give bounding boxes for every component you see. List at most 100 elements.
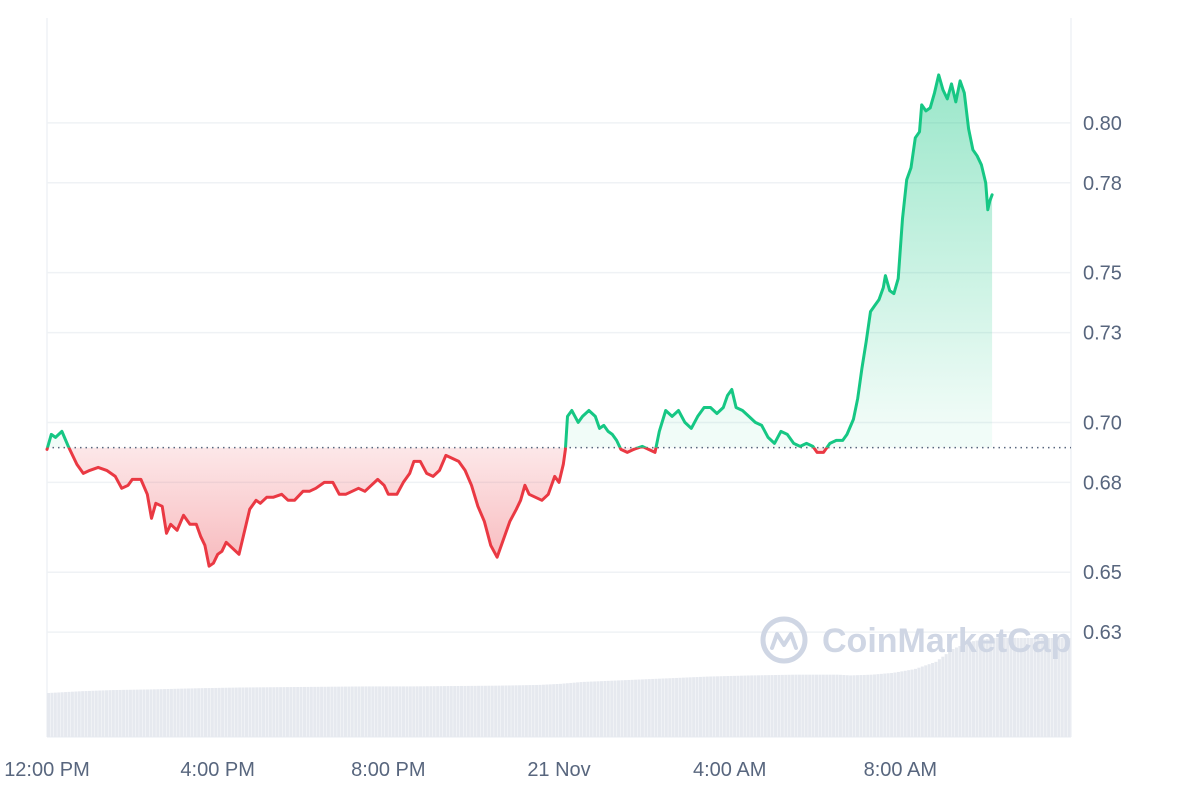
volume-bar (698, 676, 702, 737)
y-tick-label: 0.73 (1083, 323, 1122, 345)
volume-bar (541, 684, 545, 737)
volume-bars (47, 638, 1071, 737)
volume-bar (855, 675, 859, 737)
volume-bar (528, 685, 532, 737)
volume-bar (972, 641, 976, 737)
volume-bar (210, 687, 214, 737)
volume-bar (937, 659, 941, 737)
volume-bar (623, 680, 627, 737)
volume-bar (224, 687, 228, 737)
volume-bar (391, 686, 395, 737)
volume-bar (299, 686, 303, 737)
volume-bar (47, 693, 51, 737)
volume-bar (777, 674, 781, 737)
volume-bar (859, 675, 863, 737)
volume-bar (1040, 638, 1044, 737)
volume-bar (67, 691, 71, 737)
volume-bar (869, 674, 873, 737)
volume-bar (483, 685, 487, 737)
volume-bar (733, 675, 737, 737)
volume-bar (350, 686, 354, 737)
volume-bar (811, 674, 815, 737)
volume-bar (149, 689, 153, 737)
volume-bar (685, 677, 689, 737)
volume-bar (159, 689, 163, 737)
volume-bar (364, 686, 368, 737)
volume-bar (729, 675, 733, 737)
watermark: CoinMarketCap (760, 616, 1071, 664)
volume-bar (214, 687, 218, 737)
x-axis: 12:00 PM 4:00 PM 8:00 PM 21 Nov 4:00 AM 8:00 … (4, 759, 937, 781)
volume-bar (262, 687, 266, 737)
volume-bar (548, 684, 552, 737)
volume-bar (941, 656, 945, 737)
volume-bar (275, 687, 279, 737)
volume-bar (357, 686, 361, 737)
volume-bar (296, 687, 300, 737)
volume-bar (251, 687, 255, 737)
volume-bar (511, 685, 515, 737)
volume-bar (630, 679, 634, 737)
volume-bar (241, 687, 245, 737)
volume-bar (931, 663, 935, 737)
volume-bar (599, 681, 603, 737)
volume-bar (920, 666, 924, 737)
volume-bar (579, 682, 583, 737)
volume-bar (74, 691, 78, 737)
area-below-baseline (47, 447, 827, 567)
volume-bar (1016, 638, 1020, 737)
watermark-text: CoinMarketCap (822, 622, 1071, 660)
volume-bar (183, 688, 187, 737)
volume-bar (794, 674, 798, 737)
volume-bar (115, 689, 119, 737)
volume-bar (572, 682, 576, 737)
volume-bar (1057, 638, 1061, 737)
volume-bar (265, 687, 269, 737)
volume-bar (197, 688, 201, 737)
coinmarketcap-logo-icon (760, 616, 808, 664)
volume-bar (101, 690, 105, 737)
volume-bar (1019, 638, 1023, 737)
volume-bar (770, 675, 774, 737)
volume-bar (559, 683, 563, 737)
volume-bar (132, 689, 136, 737)
volume-bar (975, 640, 979, 737)
volume-bar (978, 640, 982, 737)
volume-bar (760, 675, 764, 737)
price-line-below-baseline (45, 447, 829, 568)
volume-bar (582, 681, 586, 737)
volume-bar (333, 686, 337, 737)
volume-bar (924, 665, 928, 737)
volume-bar (500, 685, 504, 737)
volume-bar (705, 676, 709, 737)
volume-bar (139, 689, 143, 737)
volume-bar (186, 688, 190, 737)
volume-bar (606, 680, 610, 737)
volume-bar (849, 675, 853, 737)
price-line-above-baseline (45, 73, 994, 448)
volume-bar (122, 689, 126, 737)
volume-bar (637, 679, 641, 737)
volume-bar (804, 674, 808, 737)
volume-bar (87, 690, 91, 737)
volume-bar (57, 692, 61, 737)
volume-bar (292, 687, 296, 737)
volume-bar (818, 674, 822, 737)
volume-bar (555, 684, 559, 737)
volume-bar (64, 692, 68, 737)
volume-bar (367, 686, 371, 737)
volume-bar (1047, 638, 1051, 737)
volume-bar (617, 680, 621, 737)
volume-bar (497, 685, 501, 737)
volume-bar (562, 683, 566, 737)
volume-bar (340, 686, 344, 737)
volume-bar (675, 677, 679, 737)
volume-bar (320, 686, 324, 737)
volume-bar (767, 675, 771, 737)
volume-bar (268, 687, 272, 737)
volume-bar (1036, 638, 1040, 737)
volume-bar (832, 674, 836, 737)
volume-bar (415, 686, 419, 737)
volume-bar (473, 685, 477, 737)
volume-bar (173, 688, 177, 737)
